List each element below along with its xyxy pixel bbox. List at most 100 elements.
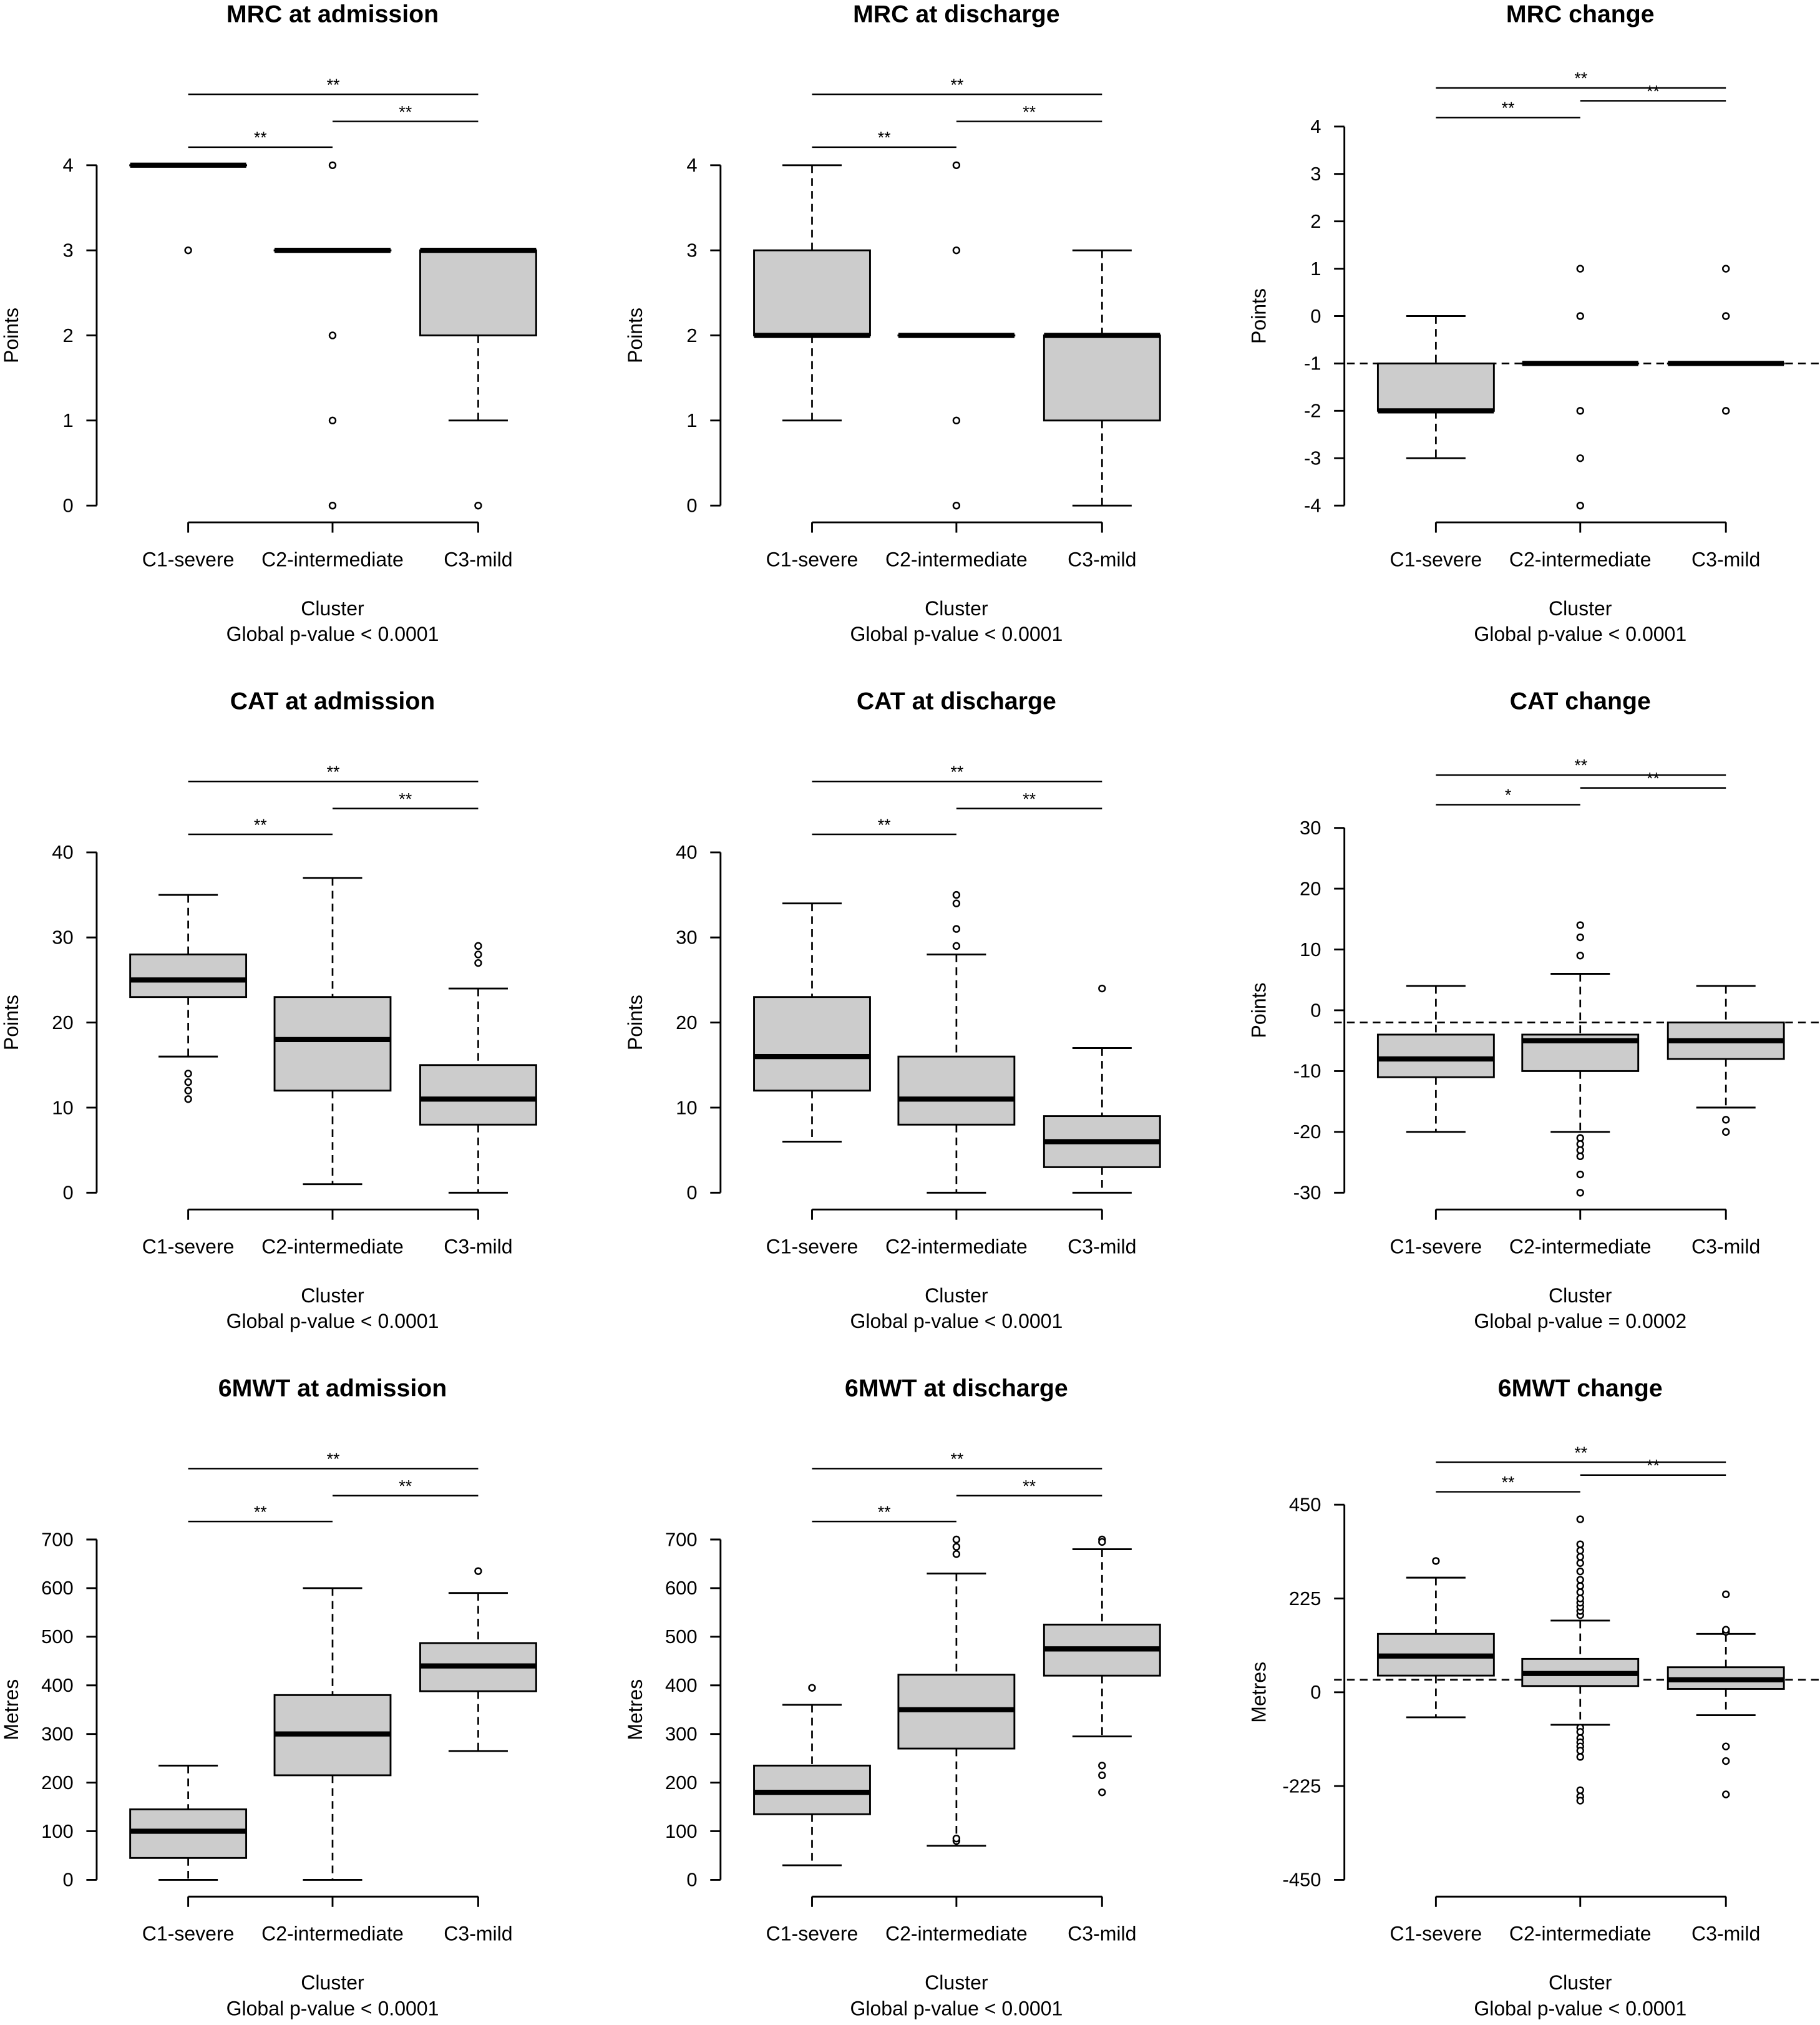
outlier-point (1577, 1141, 1584, 1147)
y-tick-label: 100 (665, 1820, 698, 1842)
significance-label: ** (878, 816, 891, 834)
p-value-label: Global p-value < 0.0001 (850, 623, 1063, 645)
x-tick-label: C2-intermediate (261, 1922, 404, 1944)
x-tick-label: C1-severe (142, 548, 235, 570)
y-tick-label: 500 (41, 1626, 74, 1647)
significance-label: * (1505, 786, 1512, 804)
x-tick-label: C1-severe (766, 548, 859, 570)
outlier-point (185, 1088, 192, 1094)
box-C3-mild (420, 250, 536, 509)
x-tick-label: C1-severe (1390, 1235, 1482, 1257)
box-iqr (130, 955, 246, 997)
y-tick-label: 3 (686, 239, 697, 261)
y-tick-label: 0 (686, 495, 697, 517)
outlier-point (1099, 1762, 1105, 1769)
outlier-point (1577, 313, 1584, 320)
y-tick-label: 4 (686, 154, 697, 176)
outlier-point (1577, 934, 1584, 940)
significance-label: ** (254, 1503, 267, 1521)
box-C3-mild (420, 943, 536, 1193)
box-C1-severe (1378, 1558, 1494, 1717)
outlier-point (1723, 1591, 1729, 1598)
outlier-point (475, 952, 481, 958)
x-tick-label: C1-severe (142, 1922, 235, 1944)
outlier-point (1723, 1116, 1729, 1123)
x-tick-label: C3-mild (1691, 548, 1760, 570)
x-axis-label: Cluster (1549, 1284, 1612, 1307)
x-axis-label: Cluster (925, 1971, 988, 1994)
outlier-point (1723, 1129, 1729, 1135)
outlier-point (1577, 1554, 1584, 1560)
outlier-point (1577, 1787, 1584, 1793)
y-axis-label: Points (0, 308, 22, 363)
significance-label: ** (1574, 69, 1587, 88)
y-tick-label: 0 (1310, 305, 1321, 327)
y-tick-label: -3 (1304, 447, 1321, 469)
outlier-point (1577, 1568, 1584, 1574)
box-C3-mild (420, 1568, 536, 1751)
outlier-point (1723, 313, 1729, 320)
x-tick-label: C3-mild (444, 1922, 512, 1944)
x-tick-label: C3-mild (1068, 1922, 1136, 1944)
significance-label: ** (1502, 99, 1515, 117)
significance-label: ** (399, 102, 412, 121)
significance-label: ** (950, 1450, 963, 1468)
y-axis-label: Points (1248, 982, 1270, 1038)
x-tick-label: C3-mild (444, 548, 512, 570)
x-tick-label: C2-intermediate (1509, 1235, 1652, 1257)
outlier-point (953, 1544, 960, 1550)
y-tick-label: -2 (1304, 400, 1321, 422)
outlier-point (953, 926, 960, 932)
outlier-point (809, 1685, 815, 1691)
significance-label: ** (1574, 756, 1587, 775)
chart-panel: 6MWT at admission0100200300400500600700M… (0, 1375, 536, 2020)
y-tick-label: 3 (63, 239, 74, 261)
y-tick-label: 400 (41, 1674, 74, 1696)
significance-label: ** (878, 1503, 891, 1521)
significance-label: ** (950, 763, 963, 781)
outlier-point (953, 502, 960, 509)
x-tick-label: C2-intermediate (261, 1235, 404, 1257)
y-tick-label: 300 (41, 1723, 74, 1745)
chart-title: MRC at discharge (853, 0, 1060, 27)
outlier-point (1099, 1539, 1105, 1545)
y-tick-label: 3 (1310, 163, 1321, 185)
y-tick-label: 100 (41, 1820, 74, 1842)
outlier-point (1577, 1541, 1584, 1548)
box-C1-severe (754, 165, 870, 421)
significance-label: ** (254, 816, 267, 834)
y-tick-label: 600 (41, 1577, 74, 1599)
outlier-point (1577, 455, 1584, 461)
box-C3-mild (1044, 985, 1160, 1193)
y-tick-label: 40 (52, 841, 73, 863)
outlier-point (1577, 1516, 1584, 1523)
chart-panel: CAT at admission010203040PointsC1-severe… (0, 688, 536, 1333)
p-value-label: Global p-value < 0.0001 (226, 623, 439, 645)
x-tick-label: C1-severe (1390, 1922, 1482, 1944)
outlier-point (1577, 1147, 1584, 1153)
outlier-point (185, 1096, 192, 1102)
box-C2-intermediate (898, 162, 1015, 509)
y-tick-label: 1 (686, 409, 697, 431)
y-tick-label: 30 (1300, 817, 1321, 839)
y-tick-label: 1 (63, 409, 74, 431)
y-tick-label: 1 (1310, 258, 1321, 280)
chart-panel: CAT at discharge010203040PointsC1-severe… (624, 688, 1160, 1333)
y-axis-label: Metres (1248, 1662, 1270, 1723)
box-iqr (1044, 335, 1160, 420)
x-axis-label: Cluster (925, 597, 988, 620)
box-iqr (420, 250, 536, 335)
box-C2-intermediate (1522, 266, 1638, 509)
outlier-point (1577, 1171, 1584, 1178)
y-tick-label: 500 (665, 1626, 698, 1647)
box-C2-intermediate (275, 162, 391, 509)
y-tick-label: 200 (41, 1772, 74, 1793)
chart-title: MRC at admission (226, 0, 439, 27)
outlier-point (1433, 1558, 1439, 1564)
chart-title: 6MWT at admission (218, 1375, 447, 1402)
y-tick-label: 700 (41, 1528, 74, 1550)
y-tick-label: 30 (52, 927, 73, 949)
box-C3-mild (1668, 986, 1784, 1135)
